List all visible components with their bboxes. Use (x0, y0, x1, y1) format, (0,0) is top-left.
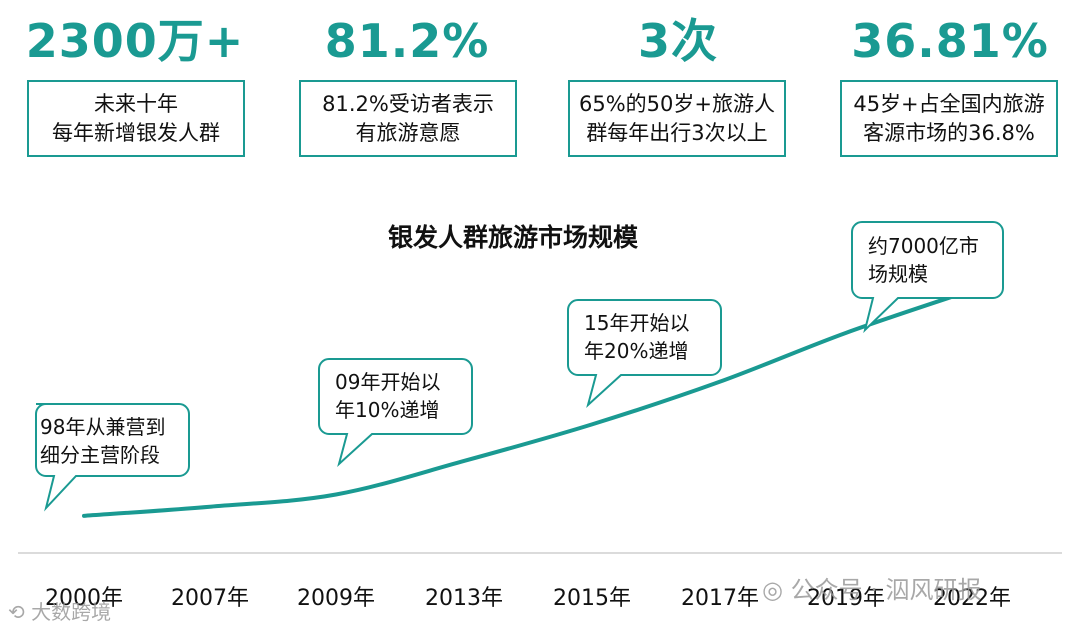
x-tick-label: 2017年 (681, 586, 759, 611)
x-tick-label: 2000年 (45, 586, 123, 611)
x-tick-label: 2022年 (933, 586, 1011, 611)
callout-4-text: 约7000亿市 场规模 (868, 234, 979, 286)
series-line-0 (82, 288, 974, 518)
x-tick-label: 2013年 (425, 586, 503, 611)
stat-3-value: 3次 (637, 14, 718, 68)
x-tick-label: 2019年 (807, 586, 885, 611)
stat-2: 81.2% (287, 0, 527, 64)
x-tick-label: 2007年 (171, 586, 249, 611)
watermark-right: ◎ 公众号 · 泅风研报 (762, 576, 982, 604)
callout-1-text: 98年从兼营到 细分主营阶段 (40, 415, 166, 467)
stat-3-box: 65%的50岁+旅游人 群每年出行3次以上 (568, 80, 786, 157)
callout-4-bubble (851, 221, 1004, 334)
stat-4-box: 45岁+占全国内旅游 客源市场的36.8% (840, 80, 1058, 157)
stat-1: 2300万+ (15, 0, 255, 64)
stat-4: 36.81% (830, 0, 1070, 64)
callout-2-text: 09年开始以 年10%递增 (335, 370, 441, 422)
stat-1-value: 2300万+ (25, 14, 245, 68)
callout-3-bubble (567, 299, 722, 409)
callout-3-text: 15年开始以 年20%递增 (584, 311, 690, 363)
callout-1-bubble (35, 403, 190, 512)
watermark-logo-icon: ⟲ (8, 600, 25, 624)
wechat-icon: ◎ (762, 576, 783, 604)
stat-1-box: 未来十年 每年新增银发人群 (27, 80, 245, 157)
callout-2-bubble (318, 358, 473, 468)
stat-4-value: 36.81% (851, 14, 1049, 68)
x-tick-label: 2009年 (297, 586, 375, 611)
stat-2-value: 81.2% (324, 14, 490, 68)
chart-title: 银发人群旅游市场规模 (388, 223, 639, 252)
watermark-left: ⟲ 大数跨境 (8, 600, 112, 624)
stat-2-box: 81.2%受访者表示 有旅游意愿 (299, 80, 517, 157)
x-tick-label: 2015年 (553, 586, 631, 611)
stat-3: 3次 (558, 0, 798, 64)
